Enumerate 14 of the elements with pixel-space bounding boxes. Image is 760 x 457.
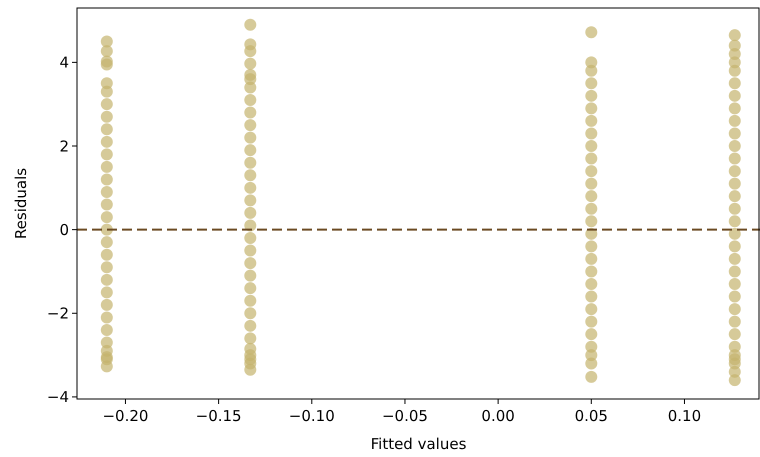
y-axis-title: Residuals <box>12 168 30 240</box>
x-axis-title: Fitted values <box>370 435 467 453</box>
y-tick-label: −4 <box>46 388 69 406</box>
y-tick-label: −2 <box>46 304 69 323</box>
x-tick-label: −0.05 <box>382 407 428 425</box>
x-tick-label: 0.10 <box>668 407 702 425</box>
x-tick-label: −0.15 <box>196 407 242 425</box>
x-tick-label: −0.20 <box>102 407 148 425</box>
y-tick-label: 4 <box>59 54 69 72</box>
x-tick-label: −0.10 <box>288 407 335 425</box>
y-tick-label: 2 <box>59 137 69 156</box>
x-tick-label: 0.00 <box>481 407 515 425</box>
x-tick-label: 0.05 <box>574 407 608 425</box>
y-tick-label: 0 <box>59 220 69 239</box>
